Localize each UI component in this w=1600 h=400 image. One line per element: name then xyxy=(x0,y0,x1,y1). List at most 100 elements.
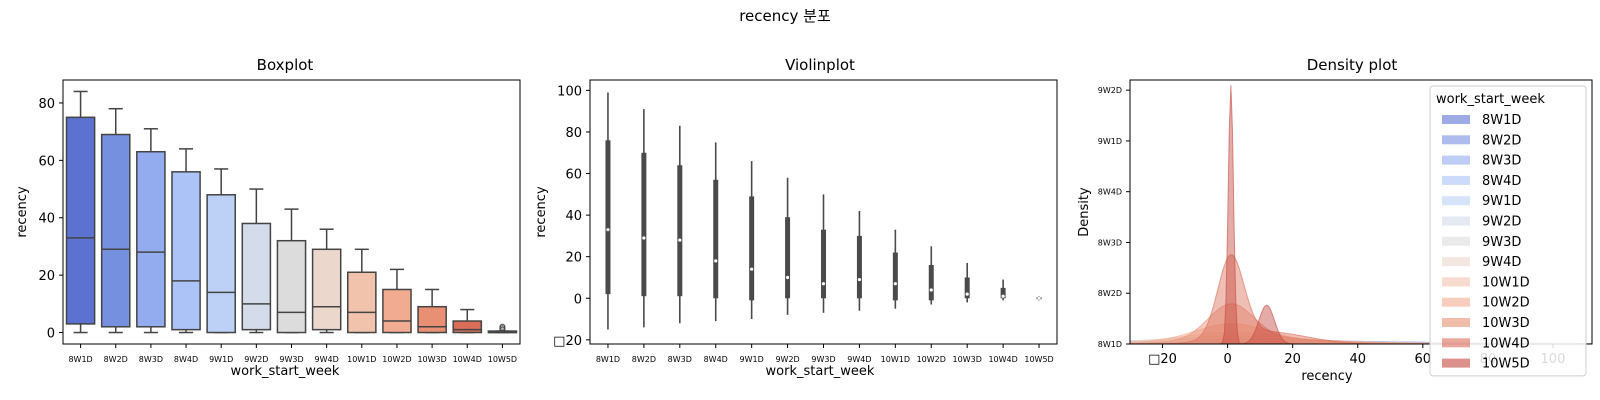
violinplot-xtick-label: 9W3D xyxy=(811,355,835,364)
violinplot-xtick-label: 8W2D xyxy=(632,355,656,364)
legend-label: 10W3D xyxy=(1482,316,1530,331)
boxplot-frame xyxy=(62,79,521,345)
boxplot-xtick-label: 10W3D xyxy=(417,355,446,364)
violinplot-xtick-label: 8W3D xyxy=(668,355,692,364)
boxplot-panel: Boxplot work_start_week recency 0 20 40 60 8… xyxy=(15,56,521,379)
density-ytick-label: 8W1D xyxy=(1098,340,1122,349)
legend-swatch xyxy=(1442,297,1470,307)
violin-iqr-box xyxy=(641,152,647,297)
legend-label: 9W3D xyxy=(1482,235,1521,250)
density-ytick-label: 8W2D xyxy=(1098,289,1122,298)
violinplot-xtick-label: 9W2D xyxy=(775,355,799,364)
violinplot-panel: Violinplot work_start_week recency □20 0 2… xyxy=(534,56,1058,379)
violinplot-ytick-label: 20 xyxy=(565,251,582,266)
legend-label: 9W2D xyxy=(1482,215,1521,230)
boxplot-xtick-label: 9W2D xyxy=(244,355,268,364)
legend-label: 9W1D xyxy=(1482,194,1521,209)
boxplot-ytick-label: 20 xyxy=(38,269,55,284)
violin-median xyxy=(821,282,826,286)
violinplot-xtick-label: 9W1D xyxy=(740,355,764,364)
legend-swatch xyxy=(1442,135,1470,145)
violin-median xyxy=(929,288,933,292)
legend-label: 9W4D xyxy=(1482,255,1521,270)
legend-swatch xyxy=(1442,277,1470,287)
violinplot-xlabel: work_start_week xyxy=(766,364,875,379)
violin-iqr-box xyxy=(821,229,826,299)
violinplot-ytick-label: 0 xyxy=(574,292,582,307)
density-xtick-label: 0 xyxy=(1223,352,1231,367)
violin-median xyxy=(750,267,754,271)
legend-label: 8W2D xyxy=(1482,133,1521,148)
box-flier xyxy=(499,323,506,330)
box-body xyxy=(311,248,342,331)
violinplot-xtick-label: 8W4D xyxy=(704,355,728,364)
violin-iqr-box xyxy=(856,235,862,299)
violin-median xyxy=(606,228,610,232)
density-legend: work_start_week 8W1D 8W2D 8W3D 8W4D 9W1D 9W2D 9… xyxy=(1429,85,1587,377)
boxplot-xtick-label: 10W2D xyxy=(382,355,411,364)
violin-iqr-box xyxy=(964,277,970,299)
boxplot-xtick-label: 8W1D xyxy=(68,355,92,364)
violin-median xyxy=(785,275,790,280)
boxplot-xlabel: work_start_week xyxy=(231,364,340,379)
violin-iqr-box xyxy=(785,217,791,299)
violin-iqr-box xyxy=(928,265,934,301)
legend-label: 10W1D xyxy=(1482,275,1530,290)
box-body xyxy=(452,320,483,334)
violinplot-ytick-label: 80 xyxy=(565,126,582,141)
legend-label: 8W1D xyxy=(1482,113,1521,128)
boxplot-xtick-label: 9W3D xyxy=(279,355,303,364)
box-body xyxy=(241,222,272,331)
legend-swatch xyxy=(1442,175,1470,185)
density-xtick-label: □20 xyxy=(1148,352,1177,367)
boxplot-xtick-label: 10W4D xyxy=(453,355,482,364)
violin-median xyxy=(857,277,862,282)
violinplot-marks: □20 0 20 40 60 80 100 8W1D 8W2D 8W3D 8W4D 9W1D 9W2D 9… xyxy=(553,84,1054,364)
box-body xyxy=(171,171,201,331)
density-frame xyxy=(1129,79,1593,345)
legend-swatch xyxy=(1442,257,1470,267)
violinplot-xtick-label: 10W4D xyxy=(988,355,1017,364)
boxplot-xtick-label: 8W3D xyxy=(139,355,163,364)
violin-median xyxy=(1001,294,1005,298)
density-ytick-label: 9W1D xyxy=(1098,137,1122,146)
violin-iqr-box xyxy=(605,140,611,295)
legend-label: 10W2D xyxy=(1482,296,1530,311)
legend-swatch xyxy=(1442,358,1470,368)
density-xlabel: recency xyxy=(1301,369,1353,384)
violinplot-xtick-label: 8W1D xyxy=(596,355,620,364)
legend-swatch xyxy=(1442,318,1470,327)
violin-median xyxy=(965,292,969,296)
density-xtick-label: 40 xyxy=(1349,352,1366,367)
boxplot-marks: 0 20 40 60 80 8W1D 8W2D 8W3D 8W4D 9W1D 9W2D 9W3D 9W4… xyxy=(38,90,518,364)
box-body xyxy=(100,133,131,328)
legend-label: 10W5D xyxy=(1482,357,1530,372)
violin-iqr-box xyxy=(892,252,898,301)
legend-swatch xyxy=(1442,115,1470,124)
box-body xyxy=(276,239,307,334)
boxplot-ytick-label: 0 xyxy=(47,327,55,342)
violinplot-ytick-label: 40 xyxy=(565,209,582,224)
boxplot-xtick-label: 10W1D xyxy=(347,355,376,364)
violin-iqr-box xyxy=(713,179,719,299)
boxplot-ytick-label: 60 xyxy=(38,154,55,169)
violinplot-title: Violinplot xyxy=(785,56,855,74)
boxplot-title: Boxplot xyxy=(257,56,314,74)
box-body xyxy=(417,305,447,334)
box-body xyxy=(346,271,377,334)
violinplot-ytick-label: 60 xyxy=(565,168,582,183)
violinplot-frame xyxy=(589,79,1058,345)
density-title: Density plot xyxy=(1307,56,1398,74)
boxplot-xtick-label: 10W5D xyxy=(488,355,517,364)
violin-median xyxy=(642,236,646,240)
legend-swatch xyxy=(1442,155,1470,165)
violin-iqr-box xyxy=(749,196,755,301)
violin-median xyxy=(678,238,682,242)
violin-iqr-box xyxy=(677,165,683,297)
legend-box xyxy=(1429,85,1587,377)
legend-swatch xyxy=(1442,196,1470,206)
violin-median xyxy=(714,259,718,263)
legend-swatch xyxy=(1442,236,1470,246)
